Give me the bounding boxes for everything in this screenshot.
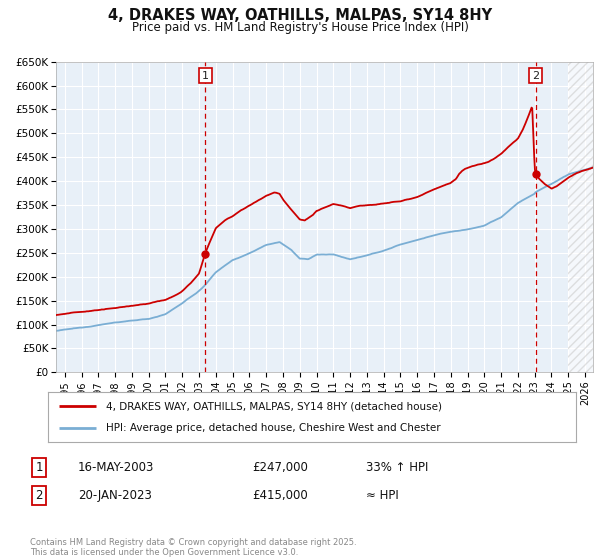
Text: HPI: Average price, detached house, Cheshire West and Chester: HPI: Average price, detached house, Ches… bbox=[106, 423, 441, 433]
Text: 1: 1 bbox=[202, 71, 209, 81]
Text: 16-MAY-2003: 16-MAY-2003 bbox=[78, 461, 154, 474]
Text: 33% ↑ HPI: 33% ↑ HPI bbox=[366, 461, 428, 474]
Text: 4, DRAKES WAY, OATHILLS, MALPAS, SY14 8HY (detached house): 4, DRAKES WAY, OATHILLS, MALPAS, SY14 8H… bbox=[106, 401, 442, 411]
Text: Price paid vs. HM Land Registry's House Price Index (HPI): Price paid vs. HM Land Registry's House … bbox=[131, 21, 469, 34]
Text: 4, DRAKES WAY, OATHILLS, MALPAS, SY14 8HY: 4, DRAKES WAY, OATHILLS, MALPAS, SY14 8H… bbox=[108, 8, 492, 24]
Text: £415,000: £415,000 bbox=[252, 489, 308, 502]
Text: 2: 2 bbox=[35, 489, 43, 502]
Text: ≈ HPI: ≈ HPI bbox=[366, 489, 399, 502]
Text: 20-JAN-2023: 20-JAN-2023 bbox=[78, 489, 152, 502]
Text: Contains HM Land Registry data © Crown copyright and database right 2025.
This d: Contains HM Land Registry data © Crown c… bbox=[30, 538, 356, 557]
Text: 1: 1 bbox=[35, 461, 43, 474]
Text: £247,000: £247,000 bbox=[252, 461, 308, 474]
Text: 2: 2 bbox=[532, 71, 539, 81]
